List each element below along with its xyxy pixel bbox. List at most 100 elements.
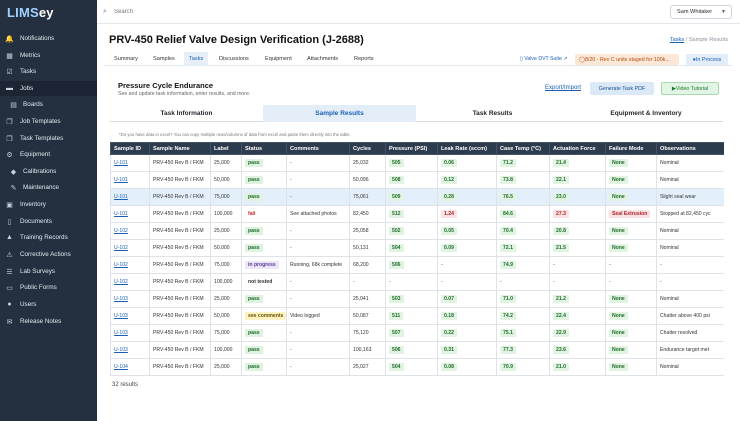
cell-label[interactable]: 75,000 bbox=[210, 324, 242, 342]
column-header[interactable]: Leak Rate (sccm) bbox=[437, 142, 497, 155]
tab-reports[interactable]: Reports bbox=[354, 56, 374, 62]
cell-force[interactable]: 22.9 bbox=[549, 324, 606, 342]
cell-leak[interactable]: - bbox=[437, 256, 497, 274]
sidebar-item-users[interactable]: ● Users bbox=[0, 297, 97, 312]
cell-name[interactable]: PRV-450 Rev B / FKM bbox=[149, 171, 211, 189]
cell-cycles[interactable]: 25,041 bbox=[349, 290, 386, 308]
cell-status[interactable]: pass bbox=[241, 188, 287, 206]
cell-pressure[interactable]: 509 bbox=[385, 188, 438, 206]
cell-label[interactable]: 25,000 bbox=[210, 154, 242, 172]
sidebar-item-training-records[interactable]: ▲ Training Records bbox=[0, 230, 97, 245]
cell-cycles[interactable]: 75,120 bbox=[349, 324, 386, 342]
cell-obs[interactable]: Chatter above 400 psi bbox=[656, 307, 724, 325]
cell-failure[interactable]: None bbox=[605, 154, 657, 172]
cell-leak[interactable]: 0.07 bbox=[437, 290, 497, 308]
cell-id[interactable]: U-102 bbox=[110, 239, 150, 257]
cell-id[interactable]: U-102 bbox=[110, 222, 150, 240]
cell-name[interactable]: PRV-450 Rev B / FKM bbox=[149, 239, 211, 257]
cell-name[interactable]: PRV-450 Rev B / FKM bbox=[149, 205, 211, 223]
cell-id[interactable]: U-101 bbox=[110, 188, 150, 206]
sidebar-item-metrics[interactable]: ▦ Metrics bbox=[0, 48, 97, 63]
cell-temp[interactable]: 76.5 bbox=[496, 188, 550, 206]
table-row[interactable]: U-102 PRV-450 Rev B / FKM 25,000 pass -25,05… bbox=[110, 222, 724, 240]
cell-name[interactable]: PRV-450 Rev B / FKM bbox=[149, 341, 211, 359]
cell-id[interactable]: U-103 bbox=[110, 324, 150, 342]
tab-attachments[interactable]: Attachments bbox=[307, 56, 339, 62]
cell-force[interactable]: 22.4 bbox=[549, 307, 606, 325]
table-row[interactable]: U-102 PRV-450 Rev B / FKM 100,000 not teste… bbox=[110, 273, 724, 291]
table-row[interactable]: U-103 PRV-450 Rev B / FKM 75,000 pass -75,12… bbox=[110, 324, 724, 342]
sidebar-item-job-templates[interactable]: ❐ Job Templates bbox=[0, 114, 97, 129]
cell-obs[interactable]: - bbox=[656, 273, 724, 291]
cell-obs[interactable]: Nominal bbox=[656, 171, 724, 189]
column-header[interactable]: Comments bbox=[286, 142, 350, 155]
cell-status[interactable]: in progress bbox=[241, 256, 287, 274]
sidebar-item-release-notes[interactable]: ✉ Release Notes bbox=[0, 314, 97, 329]
tab-summary[interactable]: Summary bbox=[114, 56, 138, 62]
sidebar-item-public-forms[interactable]: ▭ Public Forms bbox=[0, 280, 97, 295]
cell-leak[interactable]: 0.31 bbox=[437, 341, 497, 359]
warning-badge[interactable]: ◯ 8/20 - Rev C units staged for 100k... bbox=[575, 54, 679, 65]
cell-cycles[interactable]: 25,058 bbox=[349, 222, 386, 240]
sidebar-item-boards[interactable]: ▤ Boards bbox=[0, 97, 97, 112]
column-header[interactable]: Actuation Force bbox=[549, 142, 606, 155]
cell-pressure[interactable]: 511 bbox=[385, 307, 438, 325]
cell-comments[interactable]: - bbox=[286, 358, 350, 376]
cell-label[interactable]: 50,000 bbox=[210, 171, 242, 189]
video-tutorial-button[interactable]: ▶ Video Tutorial bbox=[661, 82, 719, 95]
cell-force[interactable]: 21.5 bbox=[549, 239, 606, 257]
cell-name[interactable]: PRV-450 Rev B / FKM bbox=[149, 154, 211, 172]
cell-temp[interactable]: 71.0 bbox=[496, 290, 550, 308]
cell-name[interactable]: PRV-450 Rev B / FKM bbox=[149, 290, 211, 308]
cell-obs[interactable]: Stopped at 82,450 cyc bbox=[656, 205, 724, 223]
cell-cycles[interactable]: 82,450 bbox=[349, 205, 386, 223]
cell-comments[interactable]: See attached photos bbox=[286, 205, 350, 223]
cell-label[interactable]: 100,000 bbox=[210, 205, 242, 223]
cell-name[interactable]: PRV-450 Rev B / FKM bbox=[149, 256, 211, 274]
sidebar-item-maintenance[interactable]: ✎ Maintenance bbox=[0, 180, 97, 195]
table-row[interactable]: U-103 PRV-450 Rev B / FKM 100,000 pass -100,… bbox=[110, 341, 724, 359]
cell-failure[interactable]: - bbox=[605, 273, 657, 291]
cell-leak[interactable]: 0.22 bbox=[437, 324, 497, 342]
column-header[interactable]: Pressure (PSI) bbox=[385, 142, 438, 155]
cell-comments[interactable]: - bbox=[286, 290, 350, 308]
cell-comments[interactable]: - bbox=[286, 341, 350, 359]
cell-force[interactable]: 20.8 bbox=[549, 222, 606, 240]
cell-status[interactable]: fail bbox=[241, 205, 287, 223]
table-row[interactable]: U-104 PRV-450 Rev B / FKM 25,000 pass -25,02… bbox=[110, 358, 724, 376]
cell-id[interactable]: U-101 bbox=[110, 154, 150, 172]
cell-force[interactable]: - bbox=[549, 273, 606, 291]
cell-label[interactable]: 100,000 bbox=[210, 341, 242, 359]
cell-cycles[interactable]: 75,061 bbox=[349, 188, 386, 206]
cell-label[interactable]: 25,000 bbox=[210, 290, 242, 308]
cell-id[interactable]: U-104 bbox=[110, 358, 150, 376]
sidebar-item-equipment[interactable]: ⚙ Equipment bbox=[0, 147, 97, 162]
generate-pdf-button[interactable]: Generate Task PDF bbox=[590, 82, 654, 95]
cell-id[interactable]: U-102 bbox=[110, 256, 150, 274]
cell-temp[interactable]: 73.8 bbox=[496, 171, 550, 189]
cell-failure[interactable]: None bbox=[605, 239, 657, 257]
cell-temp[interactable]: 72.1 bbox=[496, 239, 550, 257]
cell-obs[interactable]: Endurance target met bbox=[656, 341, 724, 359]
cell-force[interactable]: 23.0 bbox=[549, 188, 606, 206]
cell-leak[interactable]: 0.05 bbox=[437, 222, 497, 240]
cell-name[interactable]: PRV-450 Rev B / FKM bbox=[149, 358, 211, 376]
table-row[interactable]: U-101 PRV-450 Rev B / FKM 75,000 pass -75,06… bbox=[110, 188, 724, 206]
cell-cycles[interactable]: 50,096 bbox=[349, 171, 386, 189]
cell-obs[interactable]: Nominal bbox=[656, 358, 724, 376]
cell-temp[interactable]: 70.9 bbox=[496, 358, 550, 376]
cell-cycles[interactable]: 50,131 bbox=[349, 239, 386, 257]
app-logo[interactable]: LIMSey bbox=[7, 5, 54, 20]
cell-name[interactable]: PRV-450 Rev B / FKM bbox=[149, 307, 211, 325]
cell-id[interactable]: U-101 bbox=[110, 171, 150, 189]
cell-name[interactable]: PRV-450 Rev B / FKM bbox=[149, 273, 211, 291]
breadcrumb-tasks-link[interactable]: Tasks bbox=[669, 37, 685, 43]
cell-comments[interactable]: - bbox=[286, 171, 350, 189]
cell-failure[interactable]: None bbox=[605, 290, 657, 308]
cell-id[interactable]: U-103 bbox=[110, 307, 150, 325]
cell-pressure[interactable]: 502 bbox=[385, 222, 438, 240]
cell-id[interactable]: U-102 bbox=[110, 273, 150, 291]
tab-equipment[interactable]: Equipment bbox=[265, 56, 292, 62]
column-header[interactable]: Cycles bbox=[349, 142, 386, 155]
cell-obs[interactable]: Nominal bbox=[656, 239, 724, 257]
